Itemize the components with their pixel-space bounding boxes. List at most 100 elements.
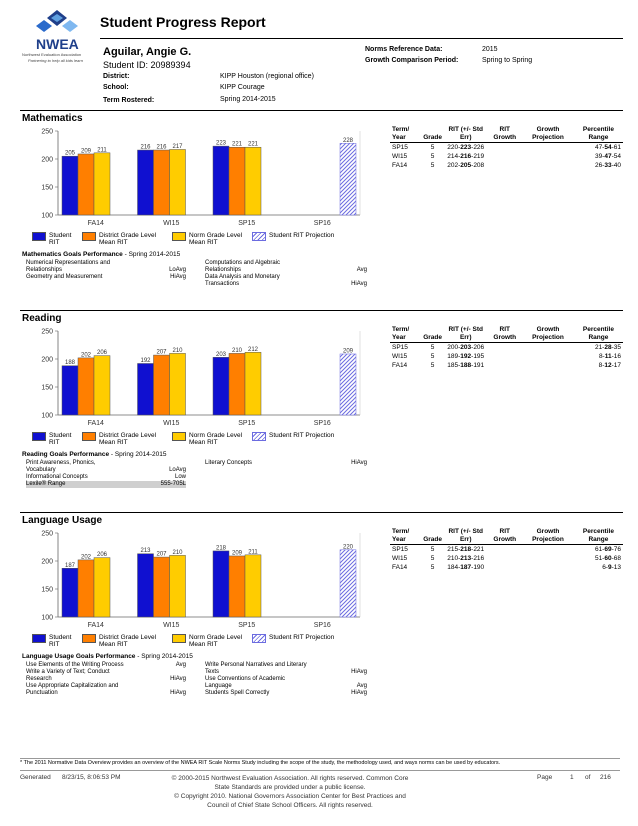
rit-score: 203 (460, 344, 472, 351)
section-rule (20, 512, 623, 513)
section-title: Language Usage (22, 515, 103, 526)
goal-row: Punctuation HiAvg (26, 690, 186, 697)
legend-label: Norm Grade Level Mean RIT (189, 432, 243, 446)
pct-high: -13 (611, 564, 621, 571)
pct-low: 8- (598, 362, 605, 369)
pct-low: 26- (594, 162, 605, 169)
goals-title: Reading Goals Performance - Spring 2014-… (22, 451, 167, 458)
rit-score: 188 (460, 362, 472, 369)
table-header-cell: Percentile Range (573, 326, 623, 343)
legend-norm: Norm Grade Level Mean RIT (172, 432, 259, 446)
logo-subtitle: Northwest Evaluation Association (22, 52, 82, 57)
table-header-cell: Grade (421, 126, 445, 143)
cell-grade: 5 (430, 162, 435, 169)
x-tick-label: FA14 (88, 220, 104, 227)
pct-high: -76 (611, 546, 621, 553)
legend-label: District Grade Level Mean RIT (99, 432, 157, 446)
goal-level: Avg (356, 683, 367, 689)
goal-level: HiAvg (351, 690, 367, 696)
cell-rit-growth (487, 343, 522, 353)
legend-label: Student RIT (49, 232, 72, 246)
rit-score: 213 (460, 555, 472, 562)
goal-name: Relationships (205, 267, 242, 273)
rit-table: Term/ Year Grade RIT (+/- Std Err) RIT Grow… (390, 326, 623, 370)
y-tick-label: 100 (41, 213, 53, 220)
y-tick-label: 200 (41, 357, 53, 364)
table-header-cell: RIT (+/- Std Err) (444, 326, 488, 343)
table-row: SP15 5 200-203-206 21-28-35 (390, 343, 623, 353)
legend-swatch (82, 432, 96, 441)
y-tick-label: 150 (41, 587, 53, 594)
legend-projection: Student RIT Projection (252, 432, 339, 441)
bar-student-rit (212, 357, 230, 416)
goal-row: Informational Concepts Low (26, 474, 186, 481)
pct-score: 54 (604, 144, 612, 151)
district-label: District: (103, 73, 130, 80)
bar-norm-grade-level-mean-rit (244, 146, 262, 216)
goal-row: Numerical Representations and (26, 260, 186, 267)
rit-score: 187 (460, 564, 472, 571)
goal-level: Avg (175, 662, 186, 668)
copyright-block: © 2000-2015 Northwest Evaluation Associa… (145, 774, 435, 810)
bar-value-label: 228 (343, 138, 354, 144)
goals-title-text: Language Usage Goals Performance (22, 653, 136, 660)
table-header-row: Term/ Year Grade RIT (+/- Std Err) RIT Grow… (390, 326, 623, 343)
legend-label: Student RIT Projection (269, 232, 335, 239)
goals-right: Write Personal Narratives and Literary Te… (205, 662, 367, 697)
goal-level (146, 669, 186, 676)
copyright-line-3: © Copyright 2010. National Governors Ass… (174, 793, 406, 800)
rit-low: 200- (447, 344, 461, 351)
cell-growth-projection (522, 352, 574, 361)
bar-value-label: 212 (248, 347, 259, 353)
cell-term: SP15 (392, 144, 408, 151)
rit-bar-chart: 100 150 200 250 FA14 187 202 206 WI15 213 207 210 SP… (41, 531, 361, 629)
table-header-cell: Growth Projection (522, 326, 574, 343)
legend-swatch (252, 634, 266, 643)
table-header-cell: RIT (+/- Std Err) (444, 528, 488, 545)
table-row: WI15 5 214-216-219 39-47-54 (390, 152, 623, 161)
bar-student-rit (212, 550, 230, 618)
goals-title: Language Usage Goals Performance - Sprin… (22, 653, 193, 660)
bar-norm-grade-level-mean-rit (169, 555, 186, 618)
table-header-cell: Grade (421, 528, 445, 545)
copyright-line-2: State Standards are provided under a pub… (214, 784, 366, 791)
table-header-cell: Growth Projection (522, 126, 574, 143)
bar-student-rit (137, 363, 154, 416)
legend-label: Student RIT Projection (269, 634, 335, 641)
goal-level (146, 460, 186, 467)
cell-percentile: 47-54-61 (574, 143, 623, 153)
cell-rit-growth (487, 161, 522, 170)
bar-value-label: 211 (97, 147, 107, 153)
bar-value-label: 209 (81, 148, 92, 154)
bar-value-label: 216 (140, 145, 151, 151)
pct-high: -40 (611, 162, 621, 169)
goals-right: Literary Concepts HiAvg (205, 460, 367, 467)
bar-district-grade-level-mean-rit (77, 559, 95, 618)
pct-score: 12 (604, 362, 612, 369)
section-reading: Reading 100 150 200 250 FA14 188 202 206 WI15 192 2… (0, 310, 638, 505)
y-tick-label: 100 (41, 413, 53, 420)
pct-low: 47- (594, 144, 605, 151)
pct-score: 60 (604, 555, 612, 562)
bar-value-label: 221 (232, 142, 243, 148)
cell-term: FA14 (392, 162, 408, 169)
y-tick-label: 200 (41, 559, 53, 566)
goal-name: Language (205, 683, 232, 689)
cell-growth-projection (522, 554, 574, 563)
goals-left: Numerical Representations and Relationshi… (26, 260, 186, 281)
table-header-cell: RIT (+/- Std Err) (444, 126, 488, 143)
pct-low: 6- (602, 564, 608, 571)
pct-score: 47 (604, 153, 612, 160)
page-total: 216 (600, 774, 611, 781)
pct-low: 21- (594, 344, 605, 351)
bar-district-grade-level-mean-rit (228, 353, 246, 416)
goal-name: Use Appropriate Capitalization and (26, 683, 119, 689)
goal-name: Literary Concepts (205, 460, 253, 466)
goal-name: Lexile® Range (26, 481, 66, 487)
goals-left: Print Awareness, Phonics, Vocabulary LoAvg… (26, 460, 186, 488)
rit-score: 218 (460, 546, 472, 553)
term-label: Term Rostered: (103, 97, 155, 104)
cell-grade: 5 (430, 555, 435, 562)
goals-title-text: Reading Goals Performance (22, 451, 110, 458)
rit-low: 220- (447, 144, 461, 151)
